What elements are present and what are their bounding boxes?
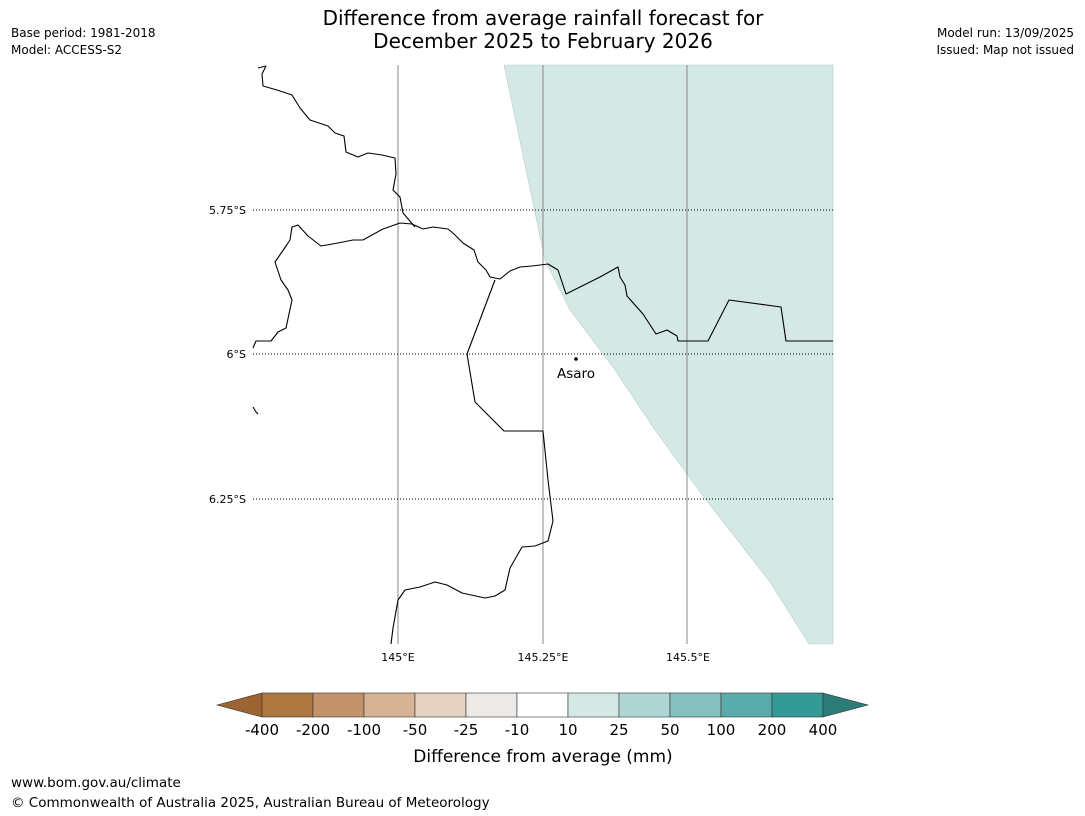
lon-label-145-5e: 145.5°E [666,651,710,664]
colorbar-swatch-2 [312,692,365,718]
colorbar-tick-2: -200 [296,721,330,739]
colorbar-swatch-10 [720,692,773,718]
boundary-central [252,222,833,349]
lat-label-6s: 6°S [227,348,246,361]
base-period-text: Base period: 1981-2018 [11,26,156,40]
colorbar-swatch-1 [261,692,314,718]
footer-copyright: © Commonwealth of Australia 2025, Austra… [11,795,490,811]
header-meta-left: Base period: 1981-2018 Model: ACCESS-S2 [11,25,156,59]
colorbar-tick-7: 10 [558,721,577,739]
colorbar-swatch-6 [516,692,569,718]
colorbar-tick-3: -100 [347,721,381,739]
colorbar-title: Difference from average (mm) [413,747,672,767]
footer-url: www.bom.gov.au/climate [11,775,181,791]
boundary-north [257,65,416,228]
colorbar-swatch-7 [567,692,620,718]
colorbar-swatch-4 [414,692,467,718]
asaro-label: Asaro [557,366,595,382]
colorbar-tick-12: 400 [809,721,838,739]
boundary-eastern-highlands [390,279,554,645]
colorbar-swatch-3 [363,692,416,718]
colorbar-tick-8: 25 [609,721,628,739]
lat-label-5-75s: 5.75°S [209,204,246,217]
map-title: Difference from average rainfall forecas… [243,7,843,53]
title-line-2: December 2025 to February 2026 [373,29,713,53]
issued-text: Issued: Map not issued [936,43,1074,57]
lat-label-6-25s: 6.25°S [209,493,246,506]
colorbar-high-arrow [822,692,870,718]
header-meta-right: Model run: 13/09/2025 Issued: Map not is… [936,25,1074,59]
parallel-lines [253,209,833,500]
colorbar-tick-1: -400 [245,721,279,739]
colorbar-swatch-11 [771,692,824,718]
colorbar-tick-4: -50 [403,721,428,739]
colorbar-swatch-5 [465,692,518,718]
colorbar-low-arrow [215,692,263,718]
boundary-fragment [252,406,259,415]
model-run-text: Model run: 13/09/2025 [936,26,1074,40]
lon-label-145-25e: 145.25°E [518,651,569,664]
colorbar-tick-10: 100 [707,721,736,739]
colorbar-swatch-8 [618,692,671,718]
colorbar [215,692,870,718]
colorbar-tick-11: 200 [758,721,787,739]
colorbar-swatch-9 [669,692,722,718]
colorbar-tick-6: -10 [505,721,530,739]
colorbar-tick-9: 50 [660,721,679,739]
colorbar-tick-5: -25 [454,721,479,739]
model-text: Model: ACCESS-S2 [11,43,123,57]
title-line-1: Difference from average rainfall forecas… [322,6,764,30]
lon-label-145e: 145°E [381,651,414,664]
asaro-marker [574,357,578,361]
